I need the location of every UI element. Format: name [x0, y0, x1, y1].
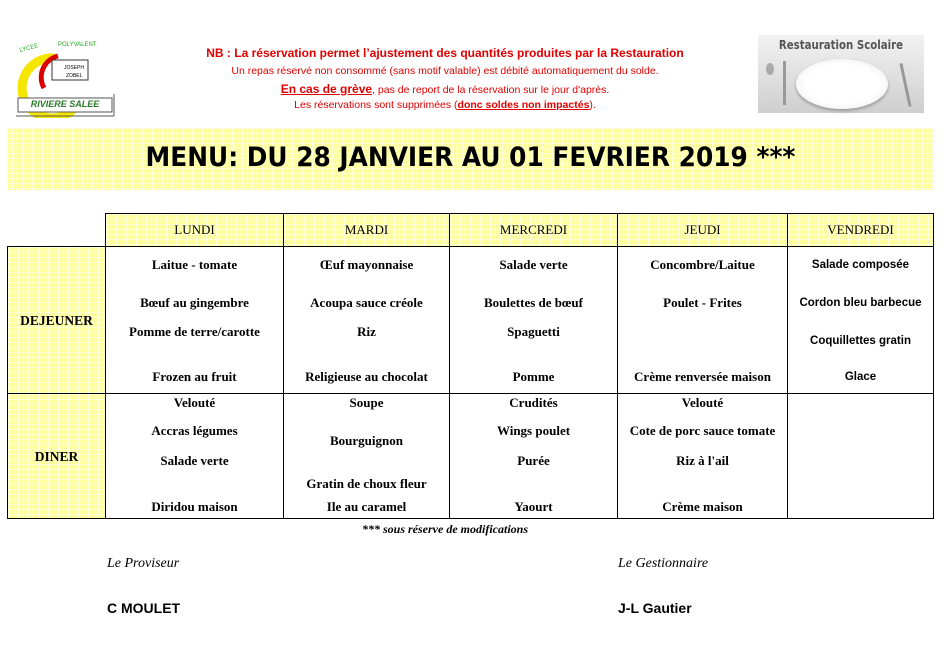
day-header: MERCREDI: [449, 213, 618, 247]
menu-item: Frozen au fruit: [152, 369, 237, 384]
title-banner: MENU: DU 28 JANVIER AU 01 FEVRIER 2019 *…: [7, 128, 934, 190]
menu-item: Riz: [357, 324, 376, 339]
menu-item: Pomme: [512, 369, 555, 384]
knife-icon: [899, 63, 912, 107]
menu-item: Crème maison: [662, 499, 743, 514]
menu-item: Concombre/Laitue: [650, 257, 755, 272]
notice-line-4: Les réservations sont supprimées (donc s…: [150, 99, 740, 111]
menu-cell: Concombre/Laitue Poulet - Frites Crème ren…: [617, 246, 788, 394]
day-header: VENDREDI: [787, 213, 934, 247]
notice-emphasis: donc soldes non impactés: [457, 99, 590, 111]
menu-item: Accras légumes: [151, 423, 238, 438]
menu-item: Crème renversée maison: [634, 369, 771, 384]
day-header: MARDI: [283, 213, 450, 247]
notice-line-3: En cas de grève, pas de report de la rés…: [150, 82, 740, 96]
signature-name: J-L Gautier: [618, 600, 692, 616]
image-caption: Restauration Scolaire: [778, 38, 904, 52]
menu-item: Salade verte: [499, 257, 568, 272]
menu-item: Ile au caramel: [326, 499, 407, 514]
menu-item: Velouté: [173, 395, 216, 410]
menu-item: Œuf mayonnaise: [319, 257, 414, 272]
strike-notice: En cas de grève: [280, 82, 373, 96]
footnote: *** sous réserve de modifications: [362, 522, 528, 536]
signature-title: Le Proviseur: [107, 556, 180, 571]
menu-item: Bœuf au gingembre: [140, 295, 249, 310]
notice-line-1: NB : La réservation permet l’ajustement …: [206, 46, 684, 60]
school-logo: LYCEE POLYVALENT JOSEPH ZOBEL RIVIERE SA…: [14, 36, 118, 123]
menu-item: Salade verte: [160, 453, 229, 468]
menu-item: Diridou maison: [151, 499, 238, 514]
menu-item: Crudités: [509, 395, 558, 410]
menu-item: Glace: [844, 371, 877, 383]
menu-item: Acoupa sauce créole: [310, 295, 423, 310]
notice-text: Les réservations sont supprimées (: [294, 99, 458, 111]
menu-item: Spaguetti: [507, 324, 560, 339]
menu-cell: Soupe Bourguignon Gratin de choux fleur Ile…: [283, 393, 450, 519]
menu-item: Laitue - tomate: [151, 257, 238, 272]
menu-item: Wings poulet: [496, 423, 571, 438]
menu-item: Soupe: [349, 395, 384, 410]
day-header: LUNDI: [105, 213, 284, 247]
menu-item: Cordon bleu barbecue: [799, 297, 922, 309]
menu-item: Religieuse au chocolat: [305, 369, 428, 384]
menu-item: Pomme de terre/carotte: [129, 324, 260, 339]
plate-icon: [796, 59, 888, 109]
menu-cell: Crudités Wings poulet Purée Yaourt: [449, 393, 618, 519]
restauration-scolaire-image: Restauration Scolaire: [758, 35, 924, 113]
menu-item: Bourguignon: [330, 433, 403, 448]
menu-item: Gratin de choux fleur: [306, 476, 427, 491]
svg-text:LYCEE: LYCEE: [19, 43, 39, 54]
logo-text: RIVIERE SALEE: [30, 99, 100, 109]
page-title: MENU: DU 28 JANVIER AU 01 FEVRIER 2019 *…: [145, 142, 796, 173]
day-header: JEUDI: [617, 213, 788, 247]
menu-cell: [787, 393, 934, 519]
meal-label: DEJEUNER: [7, 246, 106, 394]
menu-item: Coquillettes gratin: [810, 335, 911, 347]
menu-cell: Velouté Accras légumes Salade verte Diridou…: [105, 393, 284, 519]
menu-item: Boulettes de bœuf: [484, 295, 583, 310]
menu-cell: Salade verte Boulettes de bœuf Spaguetti Po…: [449, 246, 618, 394]
menu-cell: Velouté Cote de porc sauce tomate Riz à l'…: [617, 393, 788, 519]
signature-title: Le Gestionnaire: [618, 556, 709, 571]
svg-text:JOSEPH: JOSEPH: [64, 65, 84, 71]
svg-text:ZOBEL: ZOBEL: [66, 73, 83, 79]
notice-text: ).: [589, 99, 596, 111]
menu-item: Poulet - Frites: [663, 295, 742, 310]
menu-item: Yaourt: [514, 499, 553, 514]
menu-item: Riz à l'ail: [676, 453, 729, 468]
notice-line-2: Un repas réservé non consommé (sans moti…: [231, 65, 659, 77]
menu-item: Salade composée: [811, 259, 910, 271]
menu-item: Purée: [517, 453, 550, 468]
svg-text:POLYVALENT: POLYVALENT: [58, 42, 97, 48]
menu-cell: Salade composée Cordon bleu barbecue Coqui…: [787, 246, 934, 394]
signature-name: C MOULET: [107, 600, 181, 616]
fork-icon: [783, 61, 786, 105]
menu-item: Velouté: [681, 395, 724, 410]
spoon-icon: [766, 63, 774, 75]
menu-cell: Laitue - tomate Bœuf au gingembre Pomme de…: [105, 246, 284, 394]
menu-item: Cote de porc sauce tomate: [629, 423, 776, 438]
meal-label: DINER: [7, 393, 106, 519]
notice-text: , pas de report de la réservation sur le…: [372, 84, 610, 96]
menu-cell: Œuf mayonnaise Acoupa sauce créole Riz Reli…: [283, 246, 450, 394]
